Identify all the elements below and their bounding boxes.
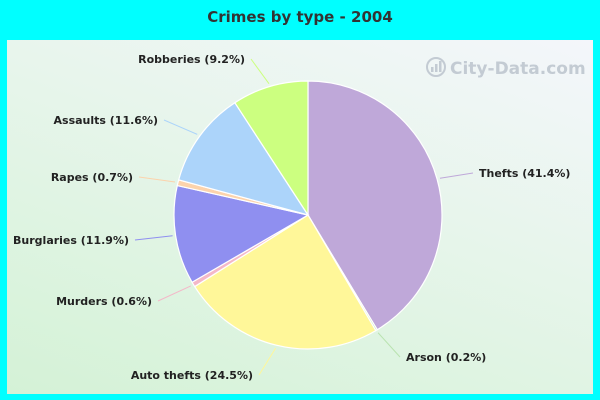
chart-title: Crimes by type - 2004 [207,8,393,26]
slice-label-thefts: Thefts (41.4%) [479,167,570,180]
watermark: City-Data.com [426,57,586,79]
leader-line-rapes [138,176,176,183]
leader-line-thefts [439,172,474,179]
slice-label-murders: Murders (0.6%) [56,295,152,308]
pie-slice-thefts [307,80,443,331]
leader-line-robberies [250,58,270,84]
pie-slices [173,80,443,350]
pie-slice-auto-thefts [193,214,377,350]
slice-label-burglaries: Burglaries (11.9%) [13,234,129,247]
leader-line-arson [377,332,401,358]
slice-label-robberies: Robberies (9.2%) [138,53,245,66]
pie-slice-assaults [177,101,310,216]
leader-line-murders [157,285,192,302]
leader-line-burglaries [134,235,173,241]
city-data-logo-icon [426,57,446,77]
slice-label-arson: Arson (0.2%) [406,351,486,364]
pie-slice-robberies [234,80,309,218]
pie-slice-burglaries [173,184,310,284]
watermark-text: City-Data.com [450,59,586,79]
slice-labels: Thefts (41.4%) Arson (0.2%) Auto thefts (2… [13,53,570,382]
leader-line-assaults [163,119,198,135]
leader-lines [134,58,474,376]
slice-label-assaults: Assaults (11.6%) [54,114,158,127]
slice-label-auto-thefts: Auto thefts (24.5%) [131,369,253,382]
leader-line-auto-thefts [258,347,277,376]
slice-label-rapes: Rapes (0.7%) [51,171,133,184]
